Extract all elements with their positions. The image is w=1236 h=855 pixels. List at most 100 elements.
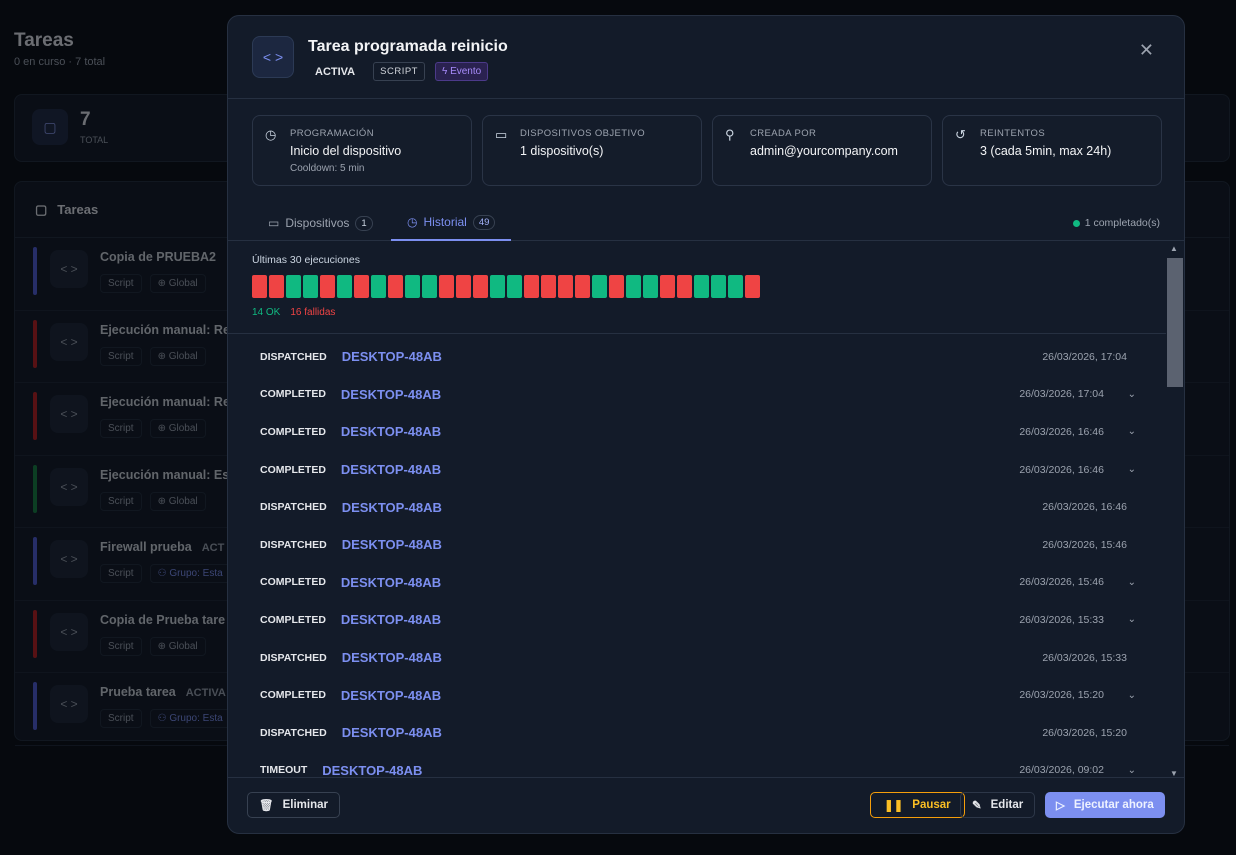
run-ok[interactable]	[592, 275, 607, 298]
tab-dispositivos[interactable]: ▭ Dispositivos 1	[252, 205, 389, 241]
task-name: Ejecución manual: Re	[100, 322, 230, 337]
trigger-badge: ϟ Evento	[434, 62, 489, 81]
chevron-down-icon[interactable]: ⌄	[1127, 689, 1136, 701]
status-bar	[33, 609, 37, 658]
tab-bar: ▭ Dispositivos 1 ◷ Historial 49 1 completado…	[228, 205, 1184, 241]
history-row[interactable]: COMPLETED DESKTOP-48AB 26/03/2026, 16:46 ⌄	[228, 451, 1168, 489]
run-fail[interactable]	[660, 275, 675, 298]
type-badge: SCRIPT	[373, 62, 425, 81]
trigger-label: Evento	[450, 66, 482, 77]
history-row[interactable]: COMPLETED DESKTOP-48AB 26/03/2026, 17:04 ⌄	[228, 376, 1168, 414]
globe-icon: ⊕	[157, 640, 166, 652]
history-row[interactable]: COMPLETED DESKTOP-48AB 26/03/2026, 15:46 ⌄	[228, 564, 1168, 602]
run-ok[interactable]	[405, 275, 420, 298]
run-ok[interactable]	[337, 275, 352, 298]
run-fail[interactable]	[677, 275, 692, 298]
code-icon: < >	[50, 395, 88, 433]
device-link[interactable]: DESKTOP-48AB	[322, 762, 423, 778]
info-label: CREADA POR	[750, 128, 817, 139]
device-link[interactable]: DESKTOP-48AB	[340, 386, 442, 402]
task-list-title: Tareas	[57, 202, 99, 217]
run-ok[interactable]	[490, 275, 505, 298]
chevron-down-icon[interactable]: ⌄	[1127, 426, 1136, 438]
run-ok[interactable]	[507, 275, 522, 298]
run-ok[interactable]	[303, 275, 318, 298]
run-fail[interactable]	[269, 275, 284, 298]
edit-button[interactable]: ✎ Editar	[960, 792, 1036, 818]
status-bar	[33, 682, 37, 730]
scope-label: Global	[168, 423, 198, 434]
run-status: DISPATCHED	[260, 538, 327, 551]
device-link[interactable]: DESKTOP-48AB	[341, 499, 442, 515]
pause-button[interactable]: ❚❚ Pausar	[870, 792, 965, 818]
group-icon: ⚇	[157, 713, 167, 724]
run-date: 26/03/2026, 09:02	[1019, 764, 1104, 777]
device-link[interactable]: DESKTOP-48AB	[340, 574, 442, 590]
run-fail[interactable]	[388, 275, 403, 298]
history-panel: Últimas 30 ejecuciones 14 OK 16 fallidas …	[228, 242, 1184, 780]
chevron-down-icon[interactable]: ⌄	[1127, 388, 1136, 400]
chevron-down-icon[interactable]: ⌄	[1127, 576, 1136, 588]
tab-count: 1	[355, 215, 373, 231]
task-name: Copia de Prueba tare	[100, 612, 226, 627]
run-ok[interactable]	[694, 275, 709, 298]
run-fail[interactable]	[558, 275, 573, 298]
run-fail[interactable]	[524, 275, 539, 298]
chevron-down-icon[interactable]: ⌄	[1127, 464, 1136, 476]
run-fail[interactable]	[354, 275, 369, 298]
run-fail[interactable]	[609, 275, 624, 298]
run-ok[interactable]	[643, 275, 658, 298]
run-fail[interactable]	[439, 275, 454, 298]
device-link[interactable]: DESKTOP-48AB	[340, 612, 442, 628]
scrollbar-thumb[interactable]	[1167, 258, 1183, 387]
chevron-down-icon[interactable]: ⌄	[1127, 614, 1136, 626]
run-fail[interactable]	[252, 275, 267, 298]
scroll-down-icon[interactable]: ▼	[1170, 769, 1178, 778]
history-row[interactable]: COMPLETED DESKTOP-48AB 26/03/2026, 15:33 ⌄	[228, 601, 1168, 639]
run-fail[interactable]	[456, 275, 471, 298]
task-row[interactable]: < > Ejecución manual: Re Script ⊕ Global	[15, 383, 1229, 456]
device-link[interactable]: DESKTOP-48AB	[340, 687, 442, 703]
status-badge: ACTIVA	[315, 65, 356, 78]
device-link[interactable]: DESKTOP-48AB	[341, 650, 442, 666]
history-row: DISPATCHED DESKTOP-48AB 26/03/2026, 15:20	[228, 714, 1168, 752]
pause-label: Pausar	[912, 799, 951, 811]
run-ok[interactable]	[286, 275, 301, 298]
delete-button[interactable]: 🗑 Eliminar	[247, 792, 340, 818]
info-sub: Cooldown: 5 min	[290, 163, 365, 174]
device-link[interactable]: DESKTOP-48AB	[340, 424, 442, 440]
history-row[interactable]: COMPLETED DESKTOP-48AB 26/03/2026, 15:20 ⌄	[228, 676, 1168, 714]
run-fail[interactable]	[541, 275, 556, 298]
tab-historial[interactable]: ◷ Historial 49	[391, 205, 512, 241]
device-link[interactable]: DESKTOP-48AB	[341, 725, 442, 741]
run-fail[interactable]	[473, 275, 488, 298]
history-row[interactable]: TIMEOUT DESKTOP-48AB 26/03/2026, 09:02 ⌄	[228, 752, 1168, 780]
run-date: 26/03/2026, 15:46	[1019, 576, 1104, 589]
device-link[interactable]: DESKTOP-48AB	[341, 349, 442, 365]
close-button[interactable]: ✕	[1138, 40, 1154, 60]
run-fail[interactable]	[320, 275, 335, 298]
info-card: ↺ REINTENTOS 3 (cada 5min, max 24h)	[942, 115, 1162, 186]
chevron-down-icon[interactable]: ⌄	[1127, 764, 1136, 776]
scrollbar[interactable]: ▲ ▼	[1166, 242, 1184, 780]
run-status: DISPATCHED	[260, 726, 327, 739]
clock-icon: ◷	[407, 215, 418, 229]
scroll-up-icon[interactable]: ▲	[1170, 244, 1178, 253]
run-ok[interactable]	[422, 275, 437, 298]
run-ok[interactable]	[371, 275, 386, 298]
run-fail[interactable]	[745, 275, 760, 298]
task-detail-modal: < > Tarea programada reinicio ACTIVA SCR…	[227, 15, 1185, 834]
monitor-icon: ▭	[268, 216, 280, 230]
history-row[interactable]: COMPLETED DESKTOP-48AB 26/03/2026, 16:46 ⌄	[228, 413, 1168, 451]
task-row[interactable]: < > Ejecución manual: Re Script ⊕ Global	[15, 311, 1229, 383]
run-fail[interactable]	[575, 275, 590, 298]
run-date: 26/03/2026, 17:04	[1042, 350, 1127, 363]
runs-summary: Últimas 30 ejecuciones 14 OK 16 fallidas	[228, 242, 1184, 334]
task-name: Copia de PRUEBA2	[100, 250, 216, 264]
run-ok[interactable]	[626, 275, 641, 298]
device-link[interactable]: DESKTOP-48AB	[341, 537, 442, 553]
run-ok[interactable]	[728, 275, 743, 298]
run-now-button[interactable]: ▷ Ejecutar ahora	[1045, 792, 1165, 818]
device-link[interactable]: DESKTOP-48AB	[340, 462, 442, 478]
run-ok[interactable]	[711, 275, 726, 298]
